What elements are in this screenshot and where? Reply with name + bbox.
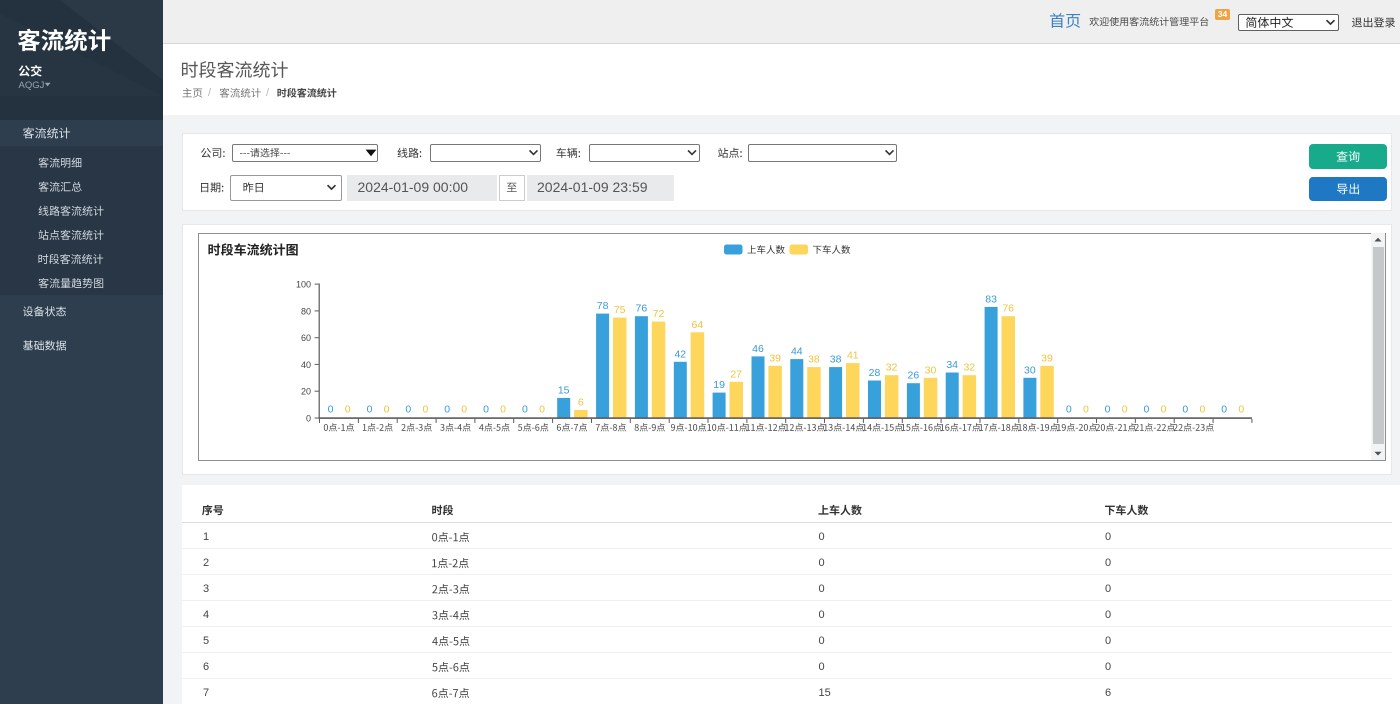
svg-text:75: 75	[614, 304, 626, 316]
svg-text:0: 0	[328, 404, 334, 416]
svg-text:44: 44	[791, 346, 803, 358]
svg-text:38: 38	[830, 354, 842, 366]
svg-text:0: 0	[1143, 404, 1149, 416]
svg-text:6: 6	[578, 397, 584, 409]
svg-text:26: 26	[908, 370, 920, 382]
svg-text:38: 38	[808, 354, 820, 366]
svg-text:0: 0	[483, 404, 489, 416]
svg-text:0: 0	[384, 404, 390, 416]
svg-text:60: 60	[301, 333, 311, 343]
svg-text:27: 27	[730, 368, 742, 380]
svg-text:0: 0	[1182, 404, 1188, 416]
svg-text:0: 0	[444, 404, 450, 416]
svg-text:0: 0	[1105, 404, 1111, 416]
svg-text:0: 0	[367, 404, 373, 416]
svg-text:32: 32	[886, 362, 898, 374]
svg-text:39: 39	[1041, 352, 1053, 364]
svg-text:72: 72	[653, 308, 665, 320]
svg-text:15: 15	[558, 384, 570, 396]
svg-text:0: 0	[405, 404, 411, 416]
svg-text:0: 0	[500, 404, 506, 416]
svg-text:28: 28	[869, 367, 881, 379]
svg-text:0: 0	[306, 414, 311, 424]
svg-text:80: 80	[301, 306, 311, 316]
svg-text:0: 0	[1122, 404, 1128, 416]
svg-text:83: 83	[985, 293, 997, 305]
svg-text:0: 0	[1066, 404, 1072, 416]
svg-text:100: 100	[296, 280, 311, 290]
svg-text:30: 30	[1024, 364, 1036, 376]
svg-text:46: 46	[752, 343, 764, 355]
svg-text:0: 0	[539, 404, 545, 416]
svg-text:0: 0	[345, 404, 351, 416]
svg-text:0: 0	[1161, 404, 1167, 416]
svg-text:76: 76	[1002, 303, 1014, 315]
svg-text:0: 0	[422, 404, 428, 416]
svg-text:64: 64	[692, 319, 704, 331]
svg-text:42: 42	[674, 348, 686, 360]
svg-text:0: 0	[1221, 404, 1227, 416]
svg-text:19: 19	[713, 379, 725, 391]
svg-text:0: 0	[522, 404, 528, 416]
svg-text:40: 40	[301, 360, 311, 370]
svg-text:0: 0	[1199, 404, 1205, 416]
svg-text:76: 76	[636, 303, 648, 315]
svg-text:0: 0	[1238, 404, 1244, 416]
svg-text:32: 32	[963, 362, 975, 374]
svg-text:78: 78	[597, 300, 609, 312]
svg-text:0: 0	[461, 404, 467, 416]
svg-text:39: 39	[769, 352, 781, 364]
svg-text:34: 34	[946, 359, 958, 371]
svg-text:20: 20	[301, 387, 311, 397]
svg-text:30: 30	[925, 364, 937, 376]
svg-text:41: 41	[847, 350, 859, 362]
svg-text:0: 0	[1083, 404, 1089, 416]
